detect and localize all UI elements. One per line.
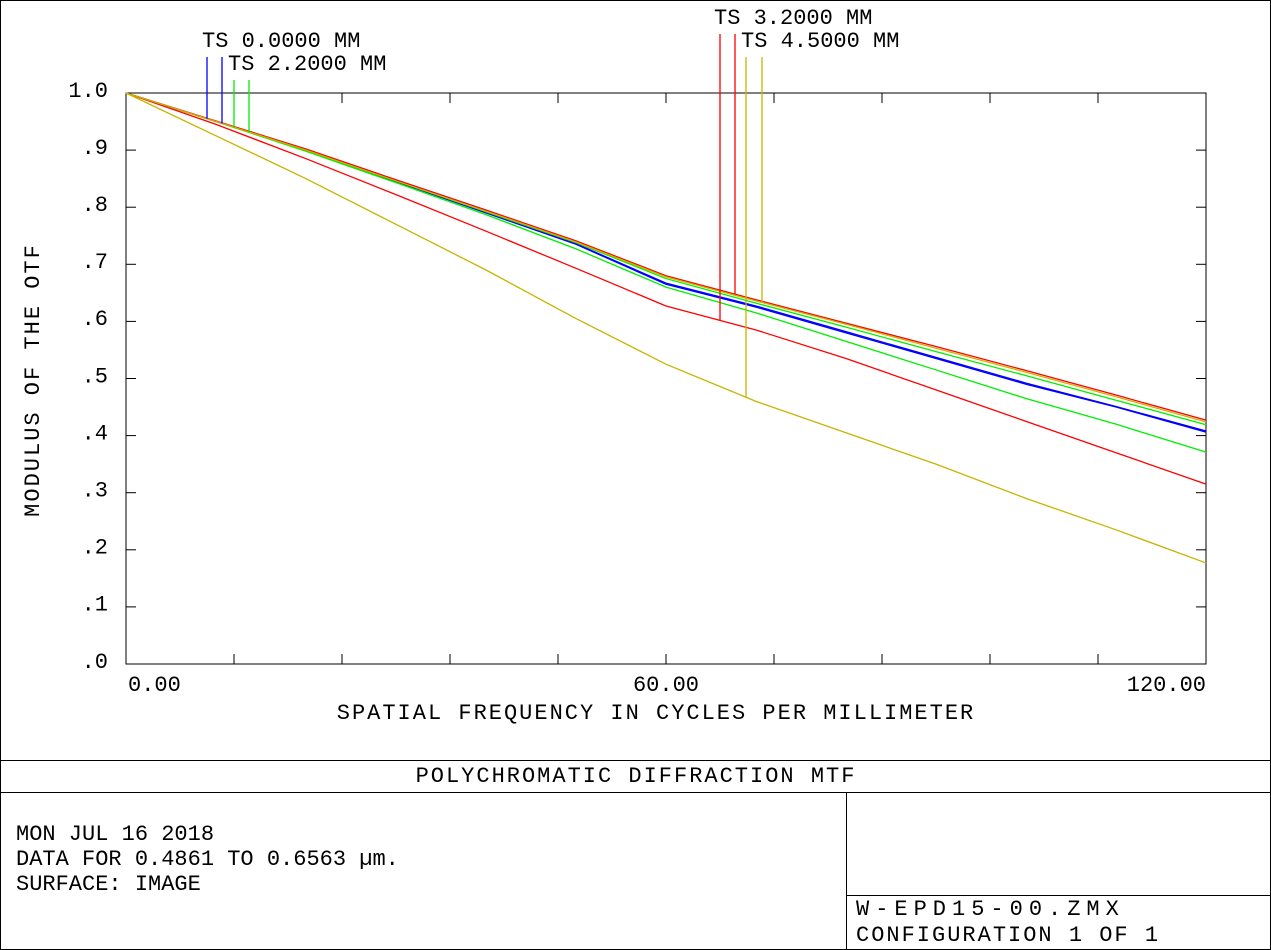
y-tick-label: .0 [82, 650, 108, 675]
y-tick-label: 1.0 [68, 79, 108, 104]
plot-frame [125, 92, 1207, 665]
configuration: CONFIGURATION 1 OF 1 [856, 923, 1160, 948]
x-tick-label: 120.00 [1127, 673, 1206, 698]
legend-label: TS 4.5000 MM [741, 29, 899, 54]
note: SURFACE: IMAGE [16, 872, 201, 897]
legend-label: TS 3.2000 MM [714, 6, 872, 31]
y-tick-label: .8 [82, 193, 108, 218]
y-tick-label: .1 [82, 593, 108, 618]
legend-label: TS 2.2000 MM [228, 52, 386, 77]
y-tick-label: .3 [82, 479, 108, 504]
x-axis-label: SPATIAL FREQUENCY IN CYCLES PER MILLIMET… [337, 701, 976, 726]
sagittal-curve [125, 92, 1207, 421]
tangential-curve [125, 92, 1207, 453]
y-tick-label: .6 [82, 307, 108, 332]
y-tick-label: .7 [82, 250, 108, 275]
y-tick-label: .9 [82, 136, 108, 161]
note: DATA FOR 0.4861 TO 0.6563 µm. [16, 847, 399, 872]
x-tick-label: 60.00 [633, 673, 699, 698]
legend-label: TS 0.0000 MM [202, 29, 360, 54]
sagittal-curve [125, 92, 1207, 423]
x-tick-label: 0.00 [128, 673, 181, 698]
tangential-curve [125, 92, 1207, 485]
y-tick-label: .5 [82, 364, 108, 389]
y-tick-label: .2 [82, 536, 108, 561]
note: MON JUL 16 2018 [16, 822, 214, 847]
y-axis-label: MODULUS OF THE OTF [21, 243, 46, 517]
file-name: W-EPD15-00.ZMX [856, 897, 1125, 922]
y-tick-label: .4 [82, 421, 108, 446]
caption: POLYCHROMATIC DIFFRACTION MTF [416, 764, 857, 789]
tangential-curve [125, 92, 1207, 564]
